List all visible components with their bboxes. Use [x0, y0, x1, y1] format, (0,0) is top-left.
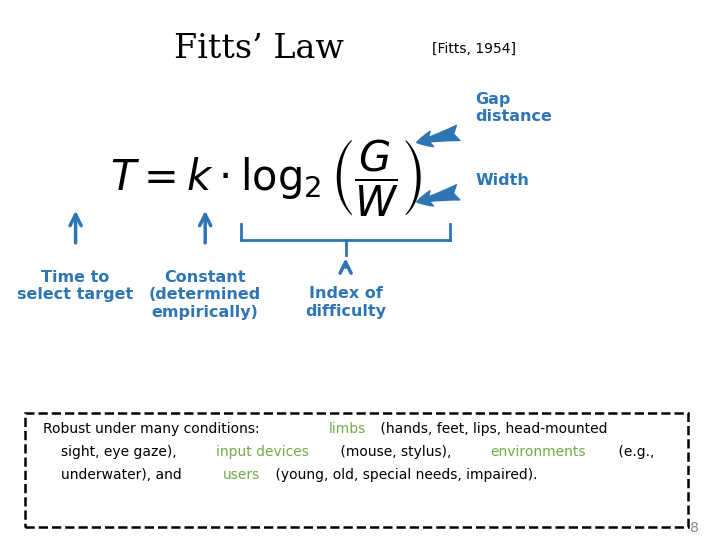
Text: Width: Width	[475, 173, 529, 188]
Text: environments: environments	[490, 445, 586, 459]
Text: Robust under many conditions:: Robust under many conditions:	[43, 422, 264, 436]
Text: (e.g.,: (e.g.,	[613, 445, 654, 459]
Text: input devices: input devices	[216, 445, 309, 459]
Text: Constant
(determined
empirically): Constant (determined empirically)	[149, 270, 261, 320]
Text: (young, old, special needs, impaired).: (young, old, special needs, impaired).	[271, 468, 537, 482]
Text: 8: 8	[690, 521, 698, 535]
Text: (mouse, stylus),: (mouse, stylus),	[336, 445, 456, 459]
Text: [Fitts, 1954]: [Fitts, 1954]	[432, 42, 516, 56]
Text: underwater), and: underwater), and	[61, 468, 186, 482]
Text: limbs: limbs	[328, 422, 366, 436]
Text: (hands, feet, lips, head-mounted: (hands, feet, lips, head-mounted	[377, 422, 608, 436]
Text: Gap
distance: Gap distance	[475, 92, 552, 124]
Text: $T = k \cdot \log_2 \left( \dfrac{G}{W} \right)$: $T = k \cdot \log_2 \left( \dfrac{G}{W} …	[110, 138, 423, 219]
Text: users: users	[222, 468, 260, 482]
Text: Index of
difficulty: Index of difficulty	[305, 286, 386, 319]
FancyBboxPatch shape	[25, 413, 688, 526]
Text: sight, eye gaze),: sight, eye gaze),	[61, 445, 181, 459]
Text: Time to
select target: Time to select target	[17, 270, 134, 302]
Text: Fitts’ Law: Fitts’ Law	[174, 32, 344, 65]
